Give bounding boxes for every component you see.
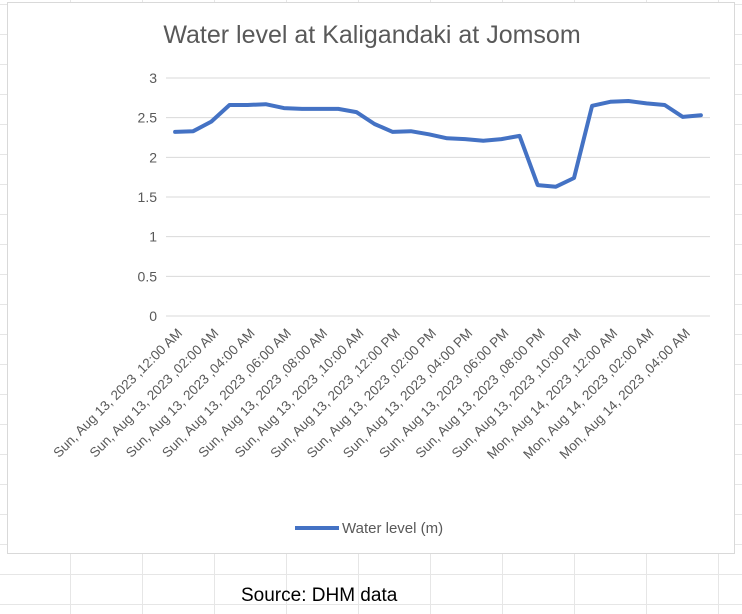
series-line-water-level (173, 99, 703, 189)
data-point-6 (282, 106, 286, 110)
legend[interactable]: Water level (m) (295, 518, 443, 538)
chart-area[interactable]: Water level at Kaligandaki at Jomsom 0 0.… (7, 2, 735, 554)
source-note: Source: DHM data (241, 585, 398, 606)
data-point-1 (191, 129, 195, 133)
data-point-11 (373, 122, 377, 126)
y-tick-label: 1.5 (138, 189, 158, 205)
data-point-16 (463, 137, 467, 141)
y-tick-label: 1 (149, 229, 157, 245)
data-point-10 (354, 110, 358, 114)
data-point-18 (499, 137, 503, 141)
data-point-19 (518, 134, 522, 138)
gridlines (166, 77, 710, 317)
data-point-5 (264, 102, 268, 106)
data-point-7 (300, 107, 304, 111)
data-point-12 (391, 130, 395, 134)
data-point-28 (681, 115, 685, 119)
x-tick-label: Sun, Aug 13, 2023 ,12:00 AM (50, 326, 185, 461)
data-point-29 (699, 113, 703, 117)
data-point-0 (173, 130, 177, 134)
y-tick-label: 2.5 (138, 110, 158, 126)
data-point-2 (209, 120, 213, 124)
data-point-20 (536, 183, 540, 187)
data-point-22 (572, 176, 576, 180)
chart-title: Water level at Kaligandaki at Jomsom (163, 21, 581, 49)
data-point-4 (246, 103, 250, 107)
series-layer (173, 99, 703, 189)
data-point-23 (590, 104, 594, 108)
data-point-27 (663, 103, 667, 107)
data-point-21 (554, 185, 558, 189)
y-axis-ticks: 0 0.5 1 1.5 2 2.5 3 (138, 70, 158, 324)
line-chart: 0 0.5 1 1.5 2 2.5 3 Sun, Aug 13, 2023 ,12:00 A… (50, 70, 710, 462)
y-tick-label: 3 (149, 70, 157, 86)
data-point-26 (645, 101, 649, 105)
legend-label-water-level: Water level (m) (342, 519, 444, 537)
legend-swatch (295, 526, 339, 530)
data-point-9 (336, 107, 340, 111)
y-tick-label: 0.5 (138, 268, 158, 284)
data-point-15 (445, 136, 449, 140)
data-point-25 (626, 99, 630, 103)
data-point-8 (318, 107, 322, 111)
data-point-3 (227, 103, 231, 107)
y-tick-label: 2 (149, 149, 157, 165)
data-point-17 (481, 139, 485, 143)
data-point-13 (409, 129, 413, 133)
data-point-24 (608, 100, 612, 104)
y-tick-label: 0 (149, 308, 157, 324)
data-point-14 (427, 132, 431, 136)
